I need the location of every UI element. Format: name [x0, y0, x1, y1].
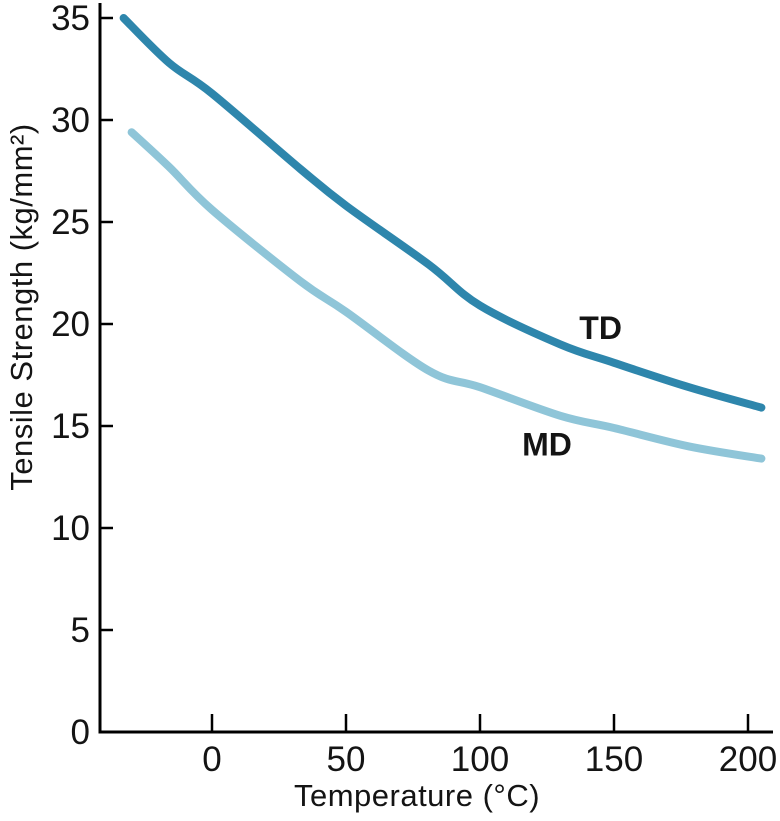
y-tick-label: 35: [51, 0, 90, 38]
y-tick-label: 20: [51, 305, 90, 344]
x-tick-label: 150: [585, 740, 643, 779]
md-curve: [127, 128, 766, 463]
x-axis-title: Temperature (°C): [293, 778, 541, 813]
y-tick-label: 30: [51, 101, 90, 140]
axes: [98, 3, 773, 734]
y-tick-label: 5: [71, 611, 90, 650]
td-series-label: TD: [579, 310, 622, 346]
y-tick-label: 25: [51, 203, 90, 242]
x-tick-label: 50: [327, 740, 366, 779]
x-tick-label: 100: [451, 740, 509, 779]
y-tick-label: 10: [51, 509, 90, 548]
y-axis-title: Tensile Strength (kg/mm²): [4, 123, 39, 491]
md-series-label: MD: [522, 426, 572, 462]
td-curve: [119, 14, 766, 412]
y-tick-label: 0: [71, 713, 90, 752]
x-tick-label: 0: [202, 740, 221, 779]
x-tick-label: 200: [719, 740, 777, 779]
y-tick-label: 15: [51, 407, 90, 446]
